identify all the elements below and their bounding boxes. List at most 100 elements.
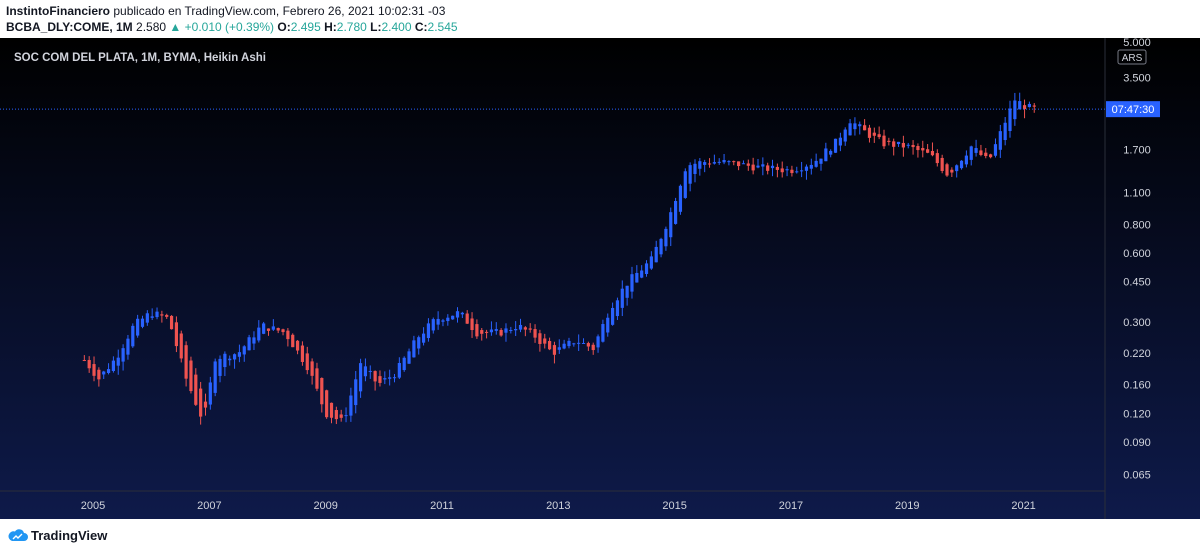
candle-body (184, 345, 188, 379)
candle-body (281, 329, 285, 333)
candle-body (906, 144, 910, 146)
x-tick-label: 2011 (430, 500, 454, 512)
candle-body (397, 362, 401, 378)
candle-body (514, 328, 518, 331)
candle-body (402, 357, 406, 371)
publish-info: InstintoFinanciero publicado en TradingV… (6, 4, 445, 18)
candle-body (320, 378, 324, 405)
candle-body (959, 160, 964, 169)
candle-body (625, 285, 629, 298)
low-value: 2.400 (381, 20, 412, 34)
candle-body (208, 382, 212, 405)
countdown-label: 07:47:30 (1112, 104, 1155, 116)
candle-body (446, 317, 450, 322)
candle-body (475, 324, 479, 337)
candle-body (218, 358, 222, 376)
x-tick-label: 2009 (313, 500, 337, 512)
y-tick-label: 0.600 (1123, 248, 1151, 260)
y-tick-label: 0.800 (1123, 219, 1151, 231)
x-tick-label: 2013 (546, 500, 570, 512)
currency-badge[interactable] (1117, 49, 1147, 65)
candle-body (858, 124, 862, 127)
candle-body (169, 315, 174, 330)
ohlc-legend: BCBA_DLY:COME, 1M 2.580 ▲ +0.010 (+0.39%… (6, 20, 458, 34)
candle-body (790, 169, 794, 174)
candle-body (325, 390, 329, 418)
change-arrow-icon: ▲ (169, 20, 182, 34)
candle-body (111, 360, 116, 372)
candle-body (199, 388, 203, 417)
candle-body (140, 318, 145, 327)
candle-body (712, 162, 716, 164)
candle-body (896, 141, 901, 145)
x-tick-label: 2007 (197, 500, 221, 512)
candle-body (431, 319, 435, 331)
candle-body (945, 164, 949, 176)
y-tick-label: 1.700 (1123, 144, 1151, 156)
candle-body (523, 327, 527, 330)
price-change: +0.010 (+0.39%) (184, 20, 275, 34)
y-axis-ticks: 5.0003.5002.5001.7001.1000.8000.6000.450… (1123, 37, 1151, 481)
candle-body (979, 150, 983, 155)
tradingview-brand[interactable]: TradingView (31, 528, 108, 543)
candle-body (145, 313, 149, 323)
candle-body (543, 338, 547, 344)
candle-body (814, 160, 818, 167)
candle-body (649, 256, 653, 269)
x-tick-label: 2017 (779, 500, 803, 512)
candle-body (194, 374, 198, 405)
candle-body (950, 169, 954, 173)
candle-body (785, 169, 789, 171)
candle-body (761, 164, 765, 167)
candle-body (926, 149, 930, 153)
candle-body (518, 324, 523, 330)
candle-body (1008, 108, 1012, 132)
candle-body (489, 329, 494, 333)
candle-body (601, 324, 605, 342)
y-tick-label: 0.120 (1123, 408, 1151, 420)
candle-body (727, 161, 731, 163)
candle-body (770, 165, 775, 169)
candle-body (838, 137, 842, 146)
candle-body (591, 344, 595, 351)
author-name[interactable]: InstintoFinanciero (6, 4, 111, 18)
candle-body (572, 343, 576, 345)
candle-body (693, 163, 697, 174)
candle-body (262, 323, 266, 334)
candle-body (392, 377, 397, 379)
candle-body (237, 352, 242, 357)
candle-body (872, 132, 876, 136)
candle-body (82, 359, 86, 361)
candle-body (383, 378, 387, 380)
candle-body (417, 337, 421, 349)
candle-body (247, 337, 251, 351)
candle-body (363, 366, 368, 377)
candle-body (707, 163, 712, 165)
candle-body (829, 150, 833, 155)
chart-area[interactable]: SOC COM DEL PLATA, 1M, BYMA, Heikin Ashi… (0, 37, 1200, 519)
price-chart[interactable]: SOC COM DEL PLATA, 1M, BYMA, Heikin Ashi… (0, 37, 1200, 519)
candle-body (368, 370, 372, 372)
candle-body (557, 347, 561, 350)
candle-body (155, 311, 159, 318)
candle-body (586, 343, 590, 347)
tradingview-cloud-icon[interactable] (8, 528, 28, 542)
candle-body (266, 328, 271, 331)
candle-body (378, 376, 382, 383)
candle-body (547, 341, 552, 350)
candle-body (916, 146, 920, 151)
candle-body (921, 148, 925, 151)
candle-body (305, 353, 309, 371)
candle-body (451, 315, 455, 320)
candle-body (315, 368, 319, 389)
candle-body (853, 123, 857, 130)
candle-body (882, 135, 886, 147)
candle-body (703, 162, 707, 165)
candle-body (1022, 105, 1027, 110)
candle-body (436, 318, 440, 325)
x-tick-label: 2015 (662, 500, 686, 512)
candle-body (688, 165, 692, 184)
candle-body (509, 330, 513, 332)
candle-body (407, 351, 411, 364)
close-value: 2.545 (427, 20, 458, 34)
